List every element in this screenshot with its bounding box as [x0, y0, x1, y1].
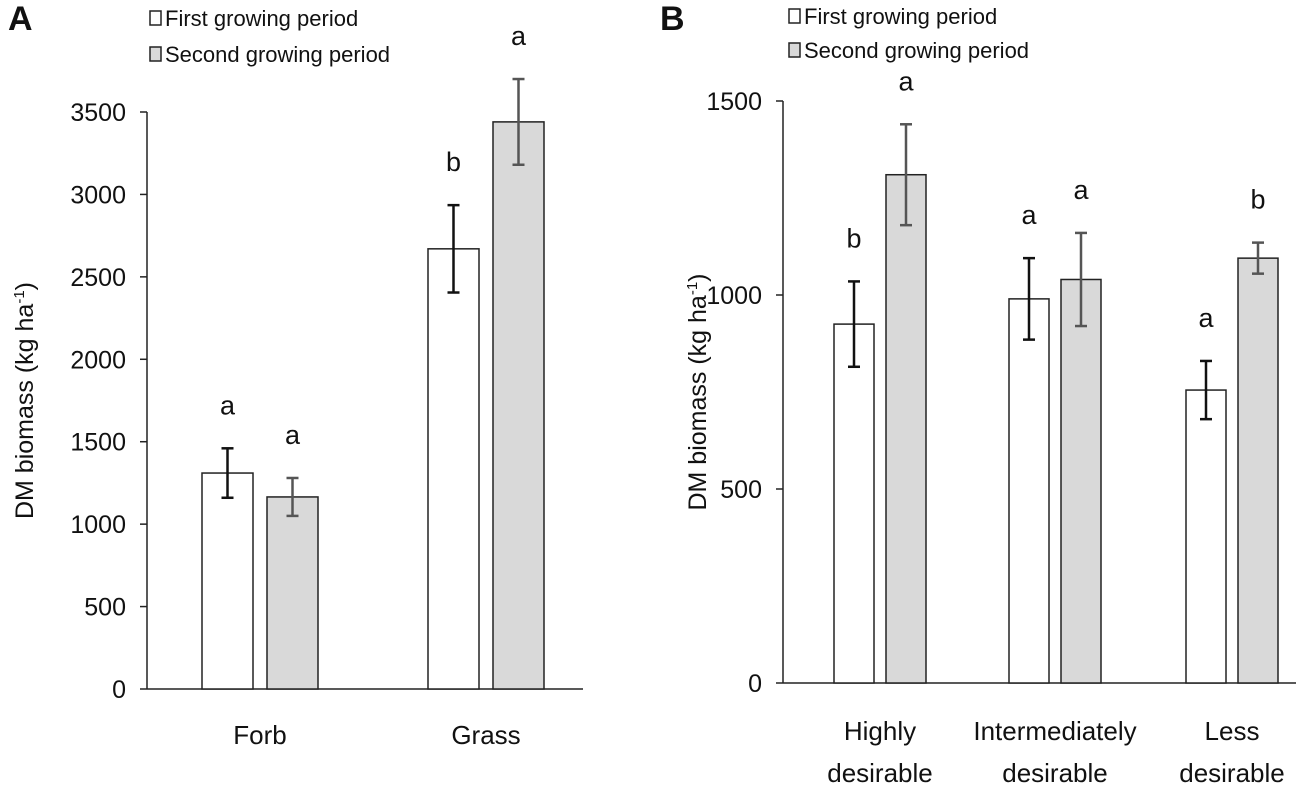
- y-tick-label: 1500: [706, 88, 762, 116]
- y-axis-label: DM biomass (kg ha-1): [11, 282, 39, 519]
- significance-letter: a: [220, 390, 236, 420]
- y-tick-label: 2500: [70, 264, 126, 292]
- y-tick-label: 0: [112, 676, 126, 704]
- x-category-label: Forb: [233, 720, 286, 750]
- significance-letter: a: [511, 21, 527, 51]
- legend-swatch: [149, 46, 162, 62]
- x-category-label: Highly: [844, 716, 916, 746]
- bar: [1237, 257, 1279, 684]
- y-tick-label: 500: [84, 594, 126, 622]
- y-axis-label-main: DM biomass (kg ha: [11, 304, 39, 519]
- bar: [1008, 298, 1050, 684]
- bar: [885, 173, 927, 684]
- x-category-label: Intermediately: [973, 716, 1136, 746]
- y-tick-label: 2000: [70, 346, 126, 374]
- y-tick-label: 3500: [70, 99, 126, 127]
- panel-b: B First growing period Second growing peri…: [660, 0, 1296, 787]
- legend-label: Second growing period: [165, 42, 390, 67]
- x-category-label: desirable: [1179, 758, 1285, 787]
- y-tick-label: 0: [748, 670, 762, 698]
- bar: [492, 121, 545, 690]
- legend-swatch: [788, 42, 801, 58]
- legend-label: First growing period: [804, 4, 997, 29]
- significance-letter: b: [446, 147, 461, 177]
- y-tick-label: 1500: [70, 429, 126, 457]
- x-category-label: desirable: [1002, 758, 1108, 787]
- bar: [833, 323, 875, 684]
- y-axis-label-main: DM biomass (kg ha: [684, 295, 712, 510]
- significance-letter: a: [1198, 303, 1214, 333]
- legend-label: Second growing period: [804, 38, 1029, 63]
- x-category-label: Grass: [451, 720, 520, 750]
- y-axis-label: DM biomass (kg ha-1): [684, 273, 712, 510]
- significance-letter: b: [846, 223, 861, 253]
- panel-letter: A: [8, 0, 33, 38]
- bar: [427, 248, 480, 690]
- legend-swatch: [149, 10, 162, 26]
- legend-swatch: [788, 8, 801, 24]
- bar: [1185, 389, 1227, 684]
- x-category-label: Less: [1205, 716, 1260, 746]
- y-axis-label-close: ): [684, 273, 712, 281]
- y-tick-label: 3000: [70, 181, 126, 209]
- y-tick-label: 1000: [706, 282, 762, 310]
- bar: [266, 496, 319, 690]
- significance-letter: a: [1073, 175, 1089, 205]
- significance-letter: b: [1250, 185, 1265, 215]
- x-category-label: desirable: [827, 758, 933, 787]
- y-axis-label-superscript: -1: [11, 290, 28, 303]
- y-tick-label: 500: [720, 476, 762, 504]
- y-axis-label-superscript: -1: [684, 282, 701, 295]
- significance-letter: a: [1021, 200, 1037, 230]
- bar: [201, 472, 254, 690]
- significance-letter: a: [898, 66, 914, 96]
- y-axis-label-close: ): [11, 282, 39, 290]
- panel-letter: B: [660, 0, 685, 38]
- legend-label: First growing period: [165, 6, 358, 31]
- bar: [1060, 278, 1102, 684]
- panel-a: A First growing period Second growing peri…: [8, 0, 583, 750]
- significance-letter: a: [285, 420, 301, 450]
- y-tick-label: 1000: [70, 511, 126, 539]
